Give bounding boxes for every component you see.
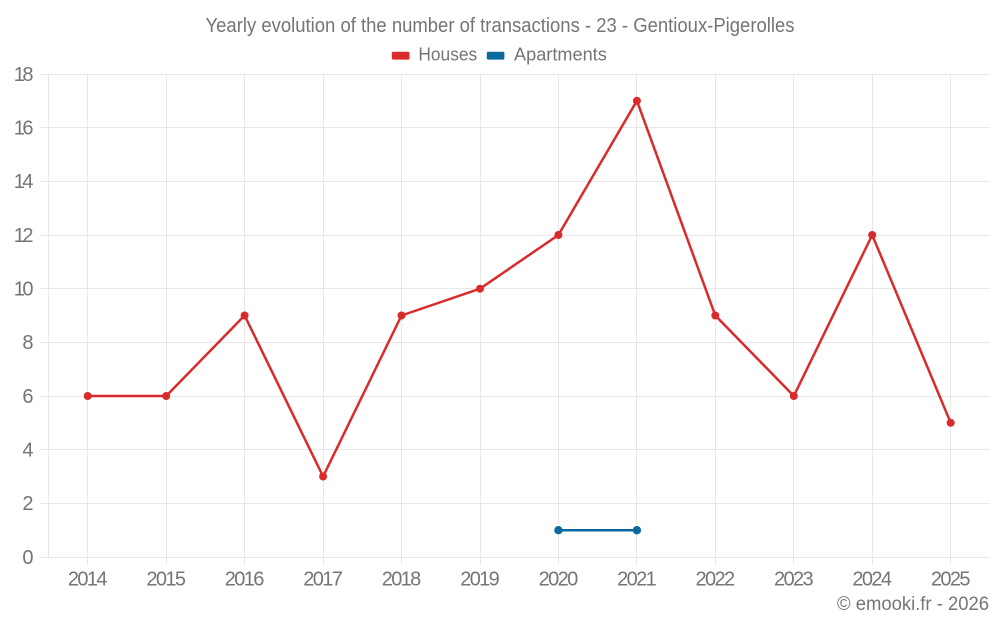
svg-text:6: 6 [22, 386, 33, 408]
svg-text:2021: 2021 [617, 569, 657, 591]
svg-text:2025: 2025 [931, 569, 971, 591]
svg-text:2020: 2020 [539, 569, 579, 591]
svg-text:16: 16 [14, 118, 34, 140]
svg-text:12: 12 [14, 225, 34, 247]
svg-text:Houses: Houses [418, 45, 477, 65]
svg-text:10: 10 [14, 279, 34, 301]
svg-text:© emooki.fr - 2026: © emooki.fr - 2026 [837, 594, 989, 615]
svg-text:2018: 2018 [382, 569, 422, 591]
svg-text:2016: 2016 [225, 569, 265, 591]
svg-text:14: 14 [14, 171, 34, 193]
svg-text:2015: 2015 [146, 569, 186, 591]
svg-text:0: 0 [22, 547, 33, 569]
svg-text:18: 18 [14, 64, 34, 86]
svg-text:2023: 2023 [774, 569, 814, 591]
svg-text:2024: 2024 [852, 569, 892, 591]
svg-text:2022: 2022 [696, 569, 736, 591]
svg-text:Yearly evolution of the number: Yearly evolution of the number of transa… [206, 15, 795, 37]
svg-text:Apartments: Apartments [514, 45, 607, 65]
svg-text:2017: 2017 [303, 569, 343, 591]
svg-text:8: 8 [22, 332, 33, 354]
svg-text:2: 2 [22, 493, 33, 515]
svg-text:2019: 2019 [460, 569, 500, 591]
svg-text:2014: 2014 [68, 569, 108, 591]
svg-text:4: 4 [22, 440, 33, 462]
